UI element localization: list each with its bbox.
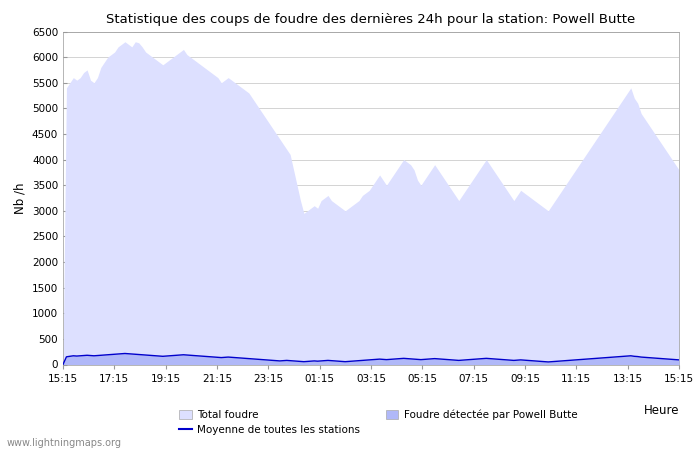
Text: www.lightningmaps.org: www.lightningmaps.org (7, 438, 122, 448)
Legend: Total foudre, Moyenne de toutes les stations, Foudre détectée par Powell Butte: Total foudre, Moyenne de toutes les stat… (179, 410, 578, 436)
Y-axis label: Nb /h: Nb /h (13, 182, 27, 214)
Title: Statistique des coups de foudre des dernières 24h pour la station: Powell Butte: Statistique des coups de foudre des dern… (106, 13, 636, 26)
Text: Heure: Heure (643, 405, 679, 418)
